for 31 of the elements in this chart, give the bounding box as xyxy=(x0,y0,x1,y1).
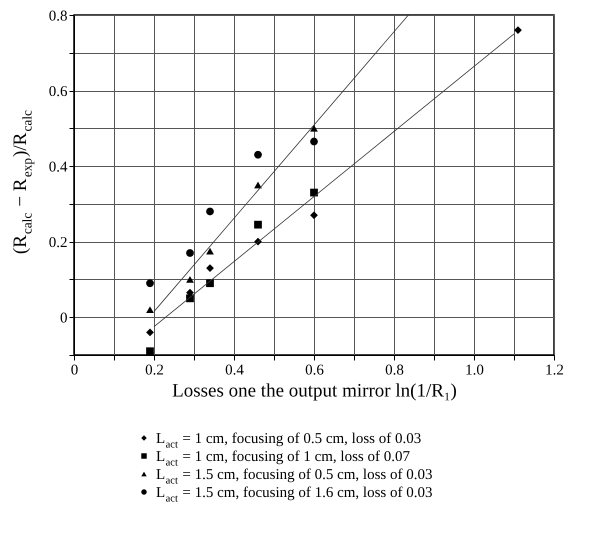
point xyxy=(146,279,154,288)
point xyxy=(206,264,214,272)
y-tick-label: 0 xyxy=(60,310,68,327)
point xyxy=(206,248,214,254)
point xyxy=(310,188,318,196)
y-tick-label: 0.6 xyxy=(48,84,68,100)
point xyxy=(514,26,522,34)
x-tick-label: 1.2 xyxy=(545,362,564,378)
y-axis-title: (Rcalc − Rexp)/Rcalc xyxy=(10,110,35,254)
x-tick-label: 0.8 xyxy=(385,362,404,378)
point xyxy=(146,328,154,336)
x-tick-label: 0 xyxy=(70,362,78,378)
point xyxy=(254,182,262,188)
y-tick-label: 0.4 xyxy=(48,160,68,176)
point xyxy=(310,211,318,220)
x-tick-label: 1.0 xyxy=(465,362,484,378)
point xyxy=(186,249,194,257)
x-tick-label: 0.4 xyxy=(225,362,244,378)
x-tick-label: 0.6 xyxy=(305,362,324,378)
point xyxy=(146,306,154,314)
point xyxy=(146,347,154,356)
y-tick-label: 0.2 xyxy=(48,235,68,252)
point xyxy=(254,150,262,159)
point xyxy=(310,138,318,146)
point xyxy=(206,208,214,216)
point xyxy=(186,276,194,283)
x-axis-title: Losses one the output mirror ln(1/R₁) xyxy=(172,380,457,402)
x-tick-label: 0.2 xyxy=(145,362,164,378)
point xyxy=(310,124,318,132)
point xyxy=(254,220,262,229)
y-tick-label: 0.8 xyxy=(48,8,68,24)
